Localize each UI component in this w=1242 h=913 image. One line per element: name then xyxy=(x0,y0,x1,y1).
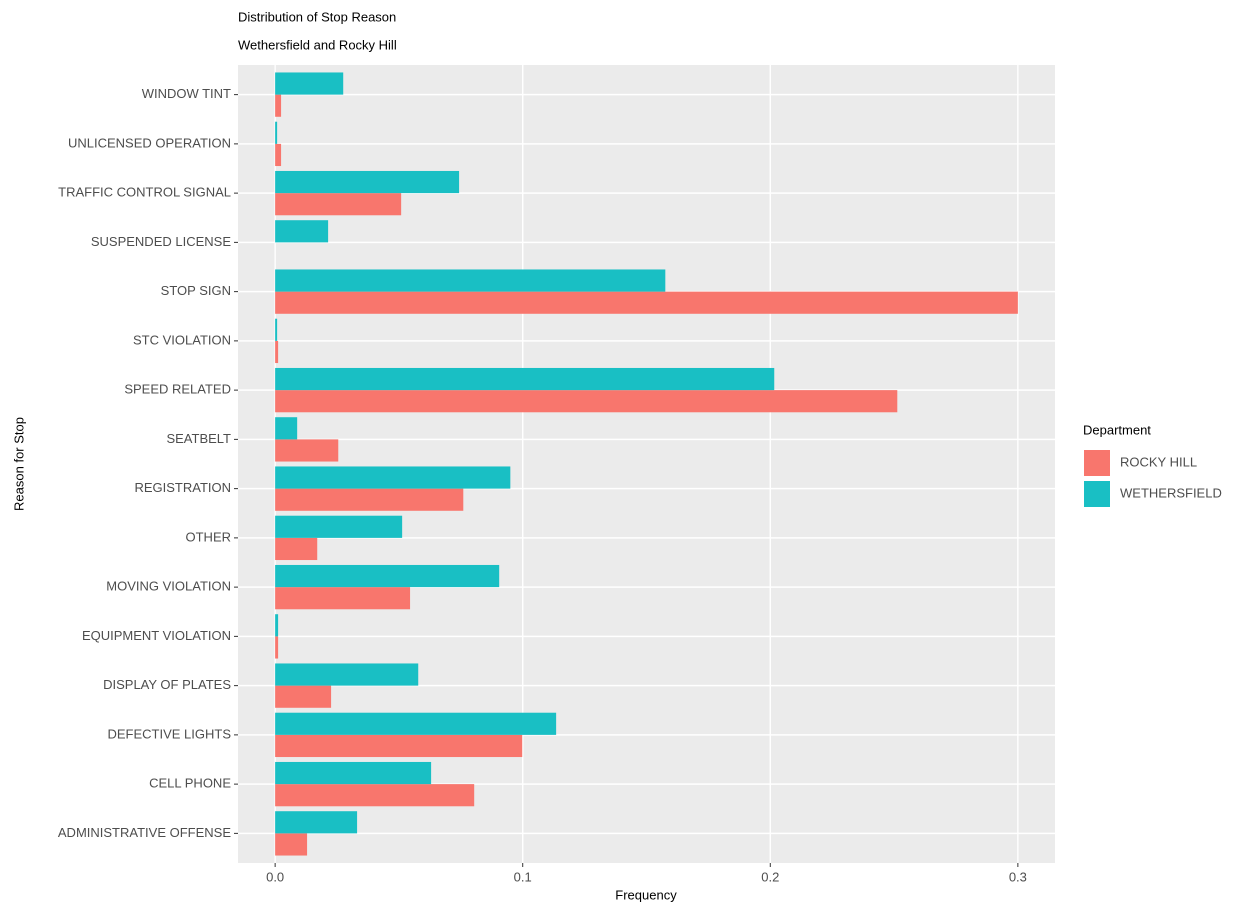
x-tick-label: 0.3 xyxy=(1009,869,1027,884)
y-tick-label: MOVING VIOLATION xyxy=(106,579,231,594)
bar xyxy=(275,170,460,194)
bar xyxy=(275,291,1018,314)
bar xyxy=(275,269,666,292)
y-tick-label: ADMINISTRATIVE OFFENSE xyxy=(58,825,231,840)
y-tick-label: WINDOW TINT xyxy=(142,86,231,101)
bar xyxy=(275,72,344,95)
bar xyxy=(275,220,329,243)
y-tick-label: UNLICENSED OPERATION xyxy=(68,135,231,150)
chart-title: Distribution of Stop Reason xyxy=(238,9,396,24)
bar xyxy=(275,614,279,637)
bar xyxy=(275,685,332,708)
bar xyxy=(275,121,278,144)
bar xyxy=(275,488,464,511)
x-axis-label: Frequency xyxy=(615,887,677,902)
bar xyxy=(275,734,523,758)
y-tick-label: STC VIOLATION xyxy=(133,332,231,347)
x-tick-label: 0.1 xyxy=(514,869,532,884)
bar xyxy=(275,94,282,117)
bar xyxy=(275,636,279,659)
bar xyxy=(275,367,775,391)
bar xyxy=(275,390,898,413)
bar xyxy=(275,784,475,807)
bar xyxy=(275,439,339,462)
bar xyxy=(275,712,557,735)
legend-title: Department xyxy=(1083,422,1151,437)
y-tick-label: DISPLAY OF PLATES xyxy=(103,677,231,692)
y-tick-label: DEFECTIVE LIGHTS xyxy=(107,726,231,741)
x-tick-label: 0.0 xyxy=(266,869,284,884)
bar xyxy=(275,587,411,610)
y-tick-label: SUSPENDED LICENSE xyxy=(91,234,231,249)
bar xyxy=(275,417,298,440)
legend-swatch xyxy=(1084,450,1110,476)
legend-label: WETHERSFIELD xyxy=(1120,485,1222,500)
bar xyxy=(275,340,279,364)
y-tick-label: OTHER xyxy=(186,529,232,544)
y-tick-label: SEATBELT xyxy=(166,431,231,446)
y-tick-label: EQUIPMENT VIOLATION xyxy=(82,628,231,643)
legend-label: ROCKY HILL xyxy=(1120,454,1197,469)
bar xyxy=(275,537,318,561)
bar xyxy=(275,193,402,216)
y-axis-label: Reason for Stop xyxy=(11,417,26,511)
y-tick-label: STOP SIGN xyxy=(161,283,231,298)
bar xyxy=(275,811,358,834)
y-tick-label: TRAFFIC CONTROL SIGNAL xyxy=(58,185,231,200)
bar xyxy=(275,761,432,785)
legend-swatch xyxy=(1084,481,1110,507)
chart-subtitle: Wethersfield and Rocky Hill xyxy=(238,37,397,52)
x-tick-label: 0.2 xyxy=(761,869,779,884)
y-tick-label: CELL PHONE xyxy=(149,776,231,791)
bar xyxy=(275,833,308,856)
bar xyxy=(275,663,419,686)
bar xyxy=(275,466,511,489)
y-tick-label: REGISTRATION xyxy=(134,480,231,495)
y-tick-label: SPEED RELATED xyxy=(124,382,231,397)
bar xyxy=(275,564,500,588)
bar xyxy=(275,318,278,341)
bar xyxy=(275,515,403,538)
bar xyxy=(275,143,282,167)
